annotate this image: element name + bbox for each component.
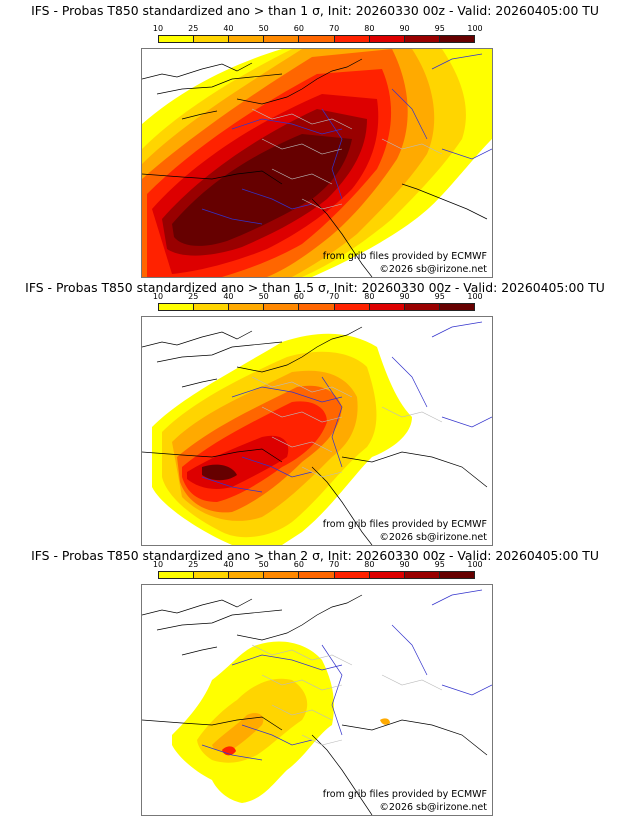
colorbar-tick-label: 50 — [258, 292, 269, 301]
colorbar-tick-label: 25 — [188, 292, 199, 301]
colorbar-tick-label: 10 — [152, 24, 164, 33]
colorbar-segment — [194, 572, 230, 578]
panel-1-colorbar-ticks: 10 25 40 50 60 70 80 90 95 100 — [153, 24, 483, 33]
colorbar-segment — [159, 36, 195, 42]
panel-1-map: from grib files provided by ECMWF ©2026 … — [141, 48, 493, 278]
colorbar-tick-label: 60 — [293, 560, 304, 569]
colorbar-segment — [299, 572, 335, 578]
panel-3-map: from grib files provided by ECMWF ©2026 … — [141, 584, 493, 816]
colorbar-segment — [299, 36, 335, 42]
colorbar-tick-label: 90 — [399, 24, 410, 33]
colorbar-tick-label: 50 — [258, 560, 269, 569]
admin-borders — [251, 376, 443, 478]
colorbar-tick-label: 60 — [293, 24, 304, 33]
panel-2-colorbar — [158, 303, 475, 311]
colorbar-tick-label: 80 — [364, 560, 375, 569]
panel-2-credit-copyright: ©2026 sb@irizone.net — [379, 532, 487, 543]
colorbar-tick-label: 40 — [223, 24, 234, 33]
colorbar-tick-label: 70 — [329, 24, 340, 33]
prob-40-alps — [380, 718, 390, 725]
colorbar-tick-label: 70 — [329, 560, 340, 569]
colorbar-segment — [264, 572, 300, 578]
panel-2-colorbar-ticks: 10 25 40 50 60 70 80 90 95 100 — [153, 292, 483, 301]
panel-3-probability-field — [142, 589, 492, 815]
panel-2-map: from grib files provided by ECMWF ©2026 … — [141, 316, 493, 546]
colorbar-tick-label: 10 — [152, 292, 164, 301]
panel-1-credit-copyright: ©2026 sb@irizone.net — [379, 264, 487, 275]
panel-1-title: IFS - Probas T850 standardized ano > tha… — [31, 3, 599, 18]
panel-1-colorbar — [158, 35, 475, 43]
colorbar-tick-label: 95 — [434, 24, 445, 33]
prob-95 — [202, 464, 237, 481]
colorbar-segment — [194, 304, 230, 310]
colorbar-tick-label: 95 — [434, 560, 445, 569]
colorbar-segment — [369, 572, 405, 578]
colorbar-tick-label: 90 — [399, 560, 410, 569]
panel-3-colorbar — [158, 571, 475, 579]
colorbar-segment — [159, 572, 195, 578]
colorbar-segment — [334, 572, 370, 578]
colorbar-segment — [439, 572, 474, 578]
colorbar-tick-label: 90 — [399, 292, 410, 301]
colorbar-segment — [229, 572, 265, 578]
colorbar-segment — [439, 304, 474, 310]
colorbar-tick-label: 80 — [364, 24, 375, 33]
colorbar-segment — [299, 304, 335, 310]
colorbar-segment — [264, 36, 300, 42]
panel-3-colorbar-ticks: 10 25 40 50 60 70 80 90 95 100 — [153, 560, 483, 569]
colorbar-segment — [159, 304, 195, 310]
panel-3-credit-copyright: ©2026 sb@irizone.net — [379, 802, 487, 813]
colorbar-tick-label: 100 — [467, 292, 483, 301]
colorbar-segment — [334, 304, 370, 310]
colorbar-tick-label: 50 — [258, 24, 269, 33]
coastline — [142, 594, 488, 815]
panel-1-probability-field — [142, 49, 492, 277]
colorbar-segment — [369, 304, 405, 310]
colorbar-tick-label: 70 — [329, 292, 340, 301]
colorbar-segment — [229, 36, 265, 42]
colorbar-segment — [369, 36, 405, 42]
panel-2-title: IFS - Probas T850 standardized ano > tha… — [25, 280, 605, 295]
colorbar-tick-label: 100 — [467, 560, 483, 569]
colorbar-segment — [264, 304, 300, 310]
colorbar-tick-label: 25 — [188, 24, 199, 33]
rivers — [201, 53, 492, 225]
prob-40 — [212, 713, 264, 752]
colorbar-segment — [439, 36, 474, 42]
admin-borders — [251, 108, 443, 210]
colorbar-tick-label: 60 — [293, 292, 304, 301]
colorbar-tick-label: 95 — [434, 292, 445, 301]
panel-1-credit-source: from grib files provided by ECMWF — [322, 251, 487, 262]
colorbar-segment — [404, 304, 440, 310]
panel-3-title: IFS - Probas T850 standardized ano > tha… — [31, 548, 599, 563]
panel-2-probability-field — [142, 321, 492, 545]
colorbar-segment — [404, 36, 440, 42]
rivers — [201, 321, 492, 493]
colorbar-segment — [229, 304, 265, 310]
panel-2-credit-source: from grib files provided by ECMWF — [322, 519, 487, 530]
rivers — [201, 589, 492, 761]
colorbar-tick-label: 100 — [467, 24, 483, 33]
colorbar-segment — [404, 572, 440, 578]
coastline — [142, 326, 488, 545]
colorbar-tick-label: 40 — [223, 560, 234, 569]
colorbar-tick-label: 25 — [188, 560, 199, 569]
colorbar-tick-label: 80 — [364, 292, 375, 301]
coastline — [142, 58, 488, 277]
colorbar-segment — [194, 36, 230, 42]
colorbar-tick-label: 40 — [223, 292, 234, 301]
colorbar-tick-label: 10 — [152, 560, 164, 569]
colorbar-segment — [334, 36, 370, 42]
panel-3-credit-source: from grib files provided by ECMWF — [322, 789, 487, 800]
prob-95 — [172, 134, 352, 246]
admin-borders — [251, 644, 443, 746]
